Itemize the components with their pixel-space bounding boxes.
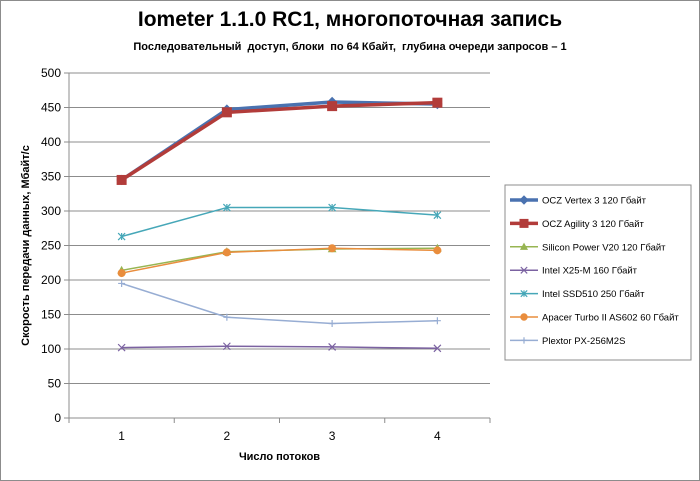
- series-line: [120, 100, 438, 182]
- data-point: [328, 203, 337, 212]
- legend-label: Apacer Turbo II AS602 60 Гбайт: [542, 313, 679, 324]
- data-point: [223, 313, 231, 321]
- data-point: [519, 218, 529, 228]
- x-axis-title: Число потоков: [239, 451, 320, 463]
- x-tick-label: 3: [329, 429, 336, 443]
- chart-subtitle: Последовательный доступ, блоки по 64 Кба…: [133, 41, 567, 53]
- data-point: [433, 317, 441, 325]
- y-tick-label: 100: [41, 342, 61, 356]
- data-point: [520, 266, 528, 274]
- data-point: [328, 343, 337, 351]
- y-tick-label: 50: [48, 377, 62, 391]
- data-point: [433, 246, 442, 255]
- legend-label: Plextor PX-256M2S: [542, 336, 625, 347]
- legend-item: Silicon Power V20 120 Гбайт: [510, 242, 666, 253]
- chart-title: Iometer 1.1.0 RC1, многопоточная запись: [137, 8, 563, 31]
- series-line: [121, 247, 438, 274]
- x-tick-label: 2: [224, 429, 231, 443]
- axes: [68, 73, 491, 423]
- data-point: [519, 242, 529, 250]
- y-axis-tick-labels: 0 50 100 150 200 250 300 350 400 450 500: [41, 66, 61, 425]
- y-tick-label: 350: [41, 170, 61, 184]
- series-4: [117, 203, 442, 241]
- data-point: [520, 313, 528, 321]
- legend-item: Intel X25-M 160 Гбайт: [510, 266, 638, 277]
- data-point: [222, 342, 231, 351]
- series-line: [121, 282, 438, 325]
- data-point: [116, 174, 127, 185]
- y-tick-label: 300: [41, 204, 61, 218]
- legend-label: OCZ Agility 3 120 Гбайт: [542, 219, 645, 230]
- y-tick-label: 500: [41, 66, 61, 80]
- data-point: [328, 319, 336, 327]
- data-point: [117, 343, 126, 352]
- data-point: [118, 279, 126, 287]
- series-1: [116, 97, 443, 185]
- legend-label: Intel SSD510 250 Гбайт: [542, 289, 645, 300]
- data-point: [520, 337, 528, 344]
- data-point: [117, 269, 126, 278]
- series-6: [118, 279, 441, 327]
- y-tick-label: 200: [41, 273, 61, 287]
- series-line: [121, 247, 438, 272]
- data-point: [222, 248, 231, 257]
- y-tick-label: 250: [41, 239, 61, 253]
- legend-label: Silicon Power V20 120 Гбайт: [542, 242, 666, 253]
- y-tick-label: 450: [41, 101, 61, 115]
- legend-box: [504, 184, 692, 361]
- y-tick-label: 150: [41, 308, 61, 322]
- series-lines: [116, 96, 443, 353]
- y-tick-label: 400: [41, 135, 61, 149]
- data-point: [327, 101, 338, 112]
- x-tick-label: 1: [118, 429, 125, 443]
- y-tick-label: 0: [54, 411, 61, 425]
- legend-item: Apacer Turbo II AS602 60 Гбайт: [510, 313, 679, 324]
- y-axis-title: Скорость передачи данных, Мбайт/с: [20, 145, 32, 346]
- series-5: [117, 244, 442, 278]
- data-point: [433, 344, 442, 353]
- x-tick-label: 4: [434, 429, 441, 443]
- x-axis-tick-labels: 1 2 3 4: [118, 429, 441, 443]
- legend-item: Plextor PX-256M2S: [510, 336, 625, 347]
- series-line: [120, 100, 438, 182]
- legend-item: OCZ Agility 3 120 Гбайт: [510, 218, 645, 230]
- series-line: [121, 206, 438, 238]
- data-point: [117, 232, 126, 241]
- data-point: [328, 244, 337, 253]
- legend-label: Intel X25-M 160 Гбайт: [542, 266, 638, 277]
- gridlines: [64, 72, 490, 419]
- data-point: [520, 289, 528, 298]
- legend: OCZ Vertex 3 120 Гбайт OCZ Agility 3 120 …: [504, 184, 692, 361]
- series-line: [121, 345, 438, 350]
- series-3: [117, 342, 442, 353]
- data-point: [433, 211, 442, 220]
- data-point: [222, 203, 231, 212]
- legend-item: Intel SSD510 250 Гбайт: [510, 289, 645, 300]
- legend-item: OCZ Vertex 3 120 Гбайт: [510, 195, 647, 207]
- legend-label: OCZ Vertex 3 120 Гбайт: [542, 196, 647, 207]
- data-point: [432, 97, 443, 108]
- data-point: [519, 195, 529, 205]
- data-point: [221, 107, 232, 118]
